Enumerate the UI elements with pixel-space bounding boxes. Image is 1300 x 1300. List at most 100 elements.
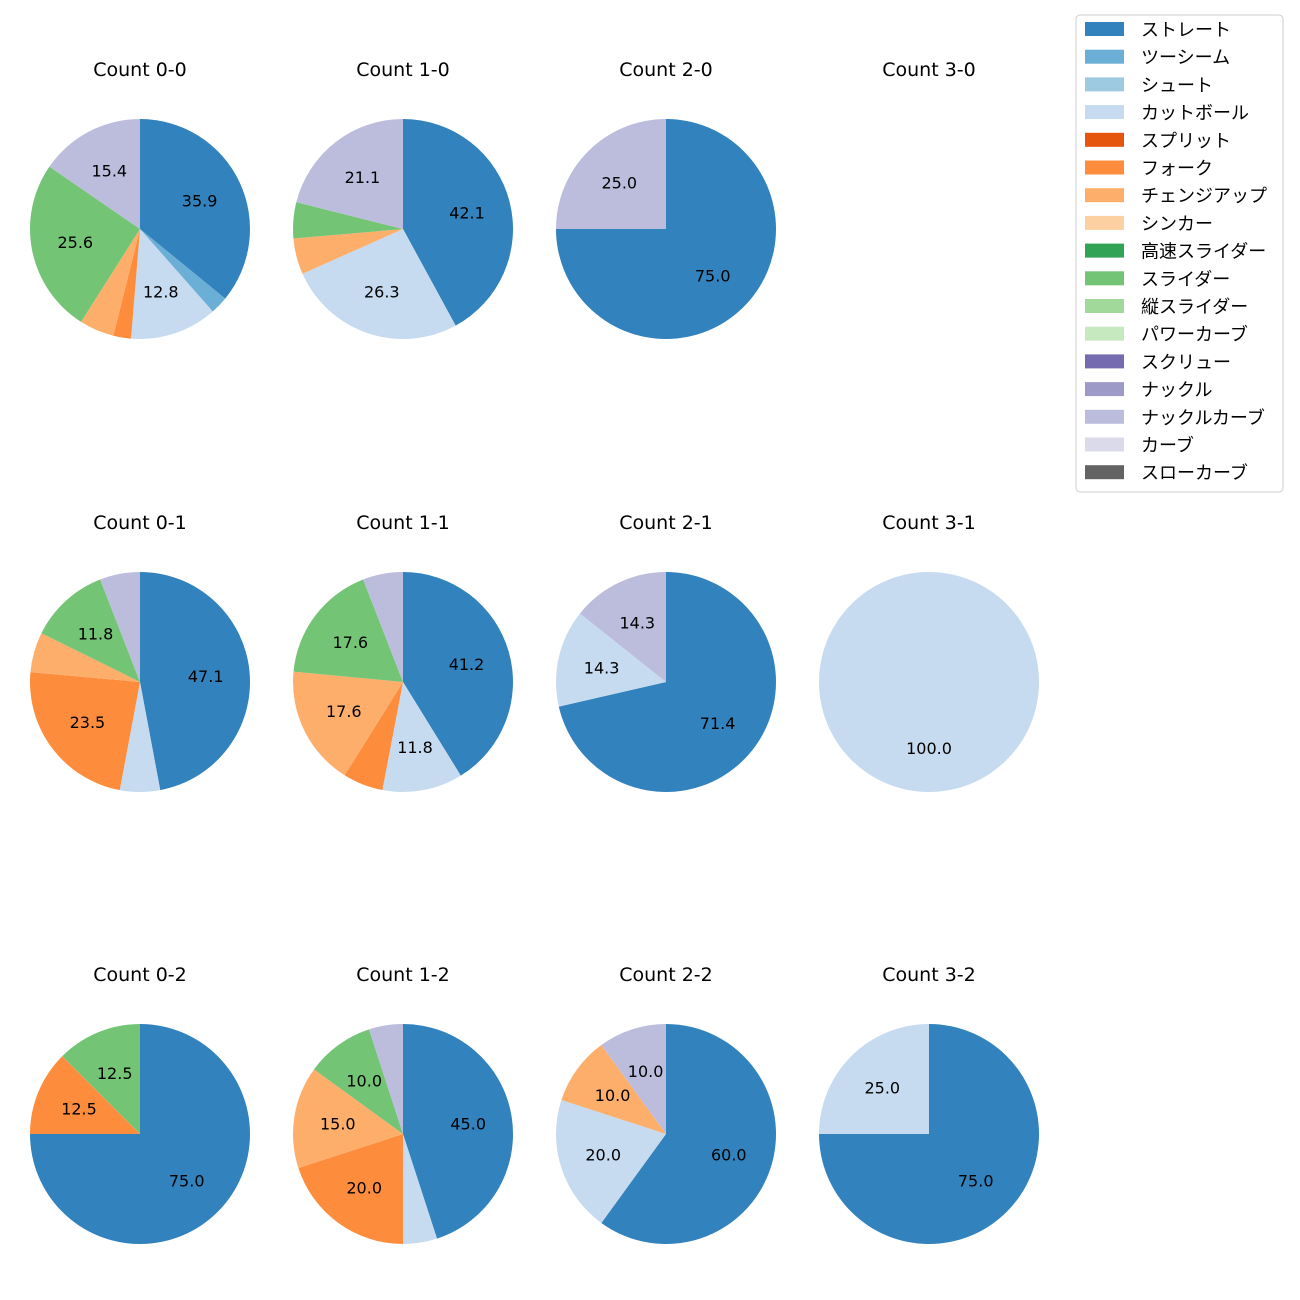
legend-label: スプリット xyxy=(1141,131,1231,152)
slice-label: 20.0 xyxy=(346,1178,382,1197)
pie-slice xyxy=(140,229,226,312)
slice-label: 17.6 xyxy=(332,633,368,652)
pie-title: Count 3-1 xyxy=(882,512,976,534)
pie-panel: Count 3-2 75.0 25.0 xyxy=(819,964,1039,1244)
pie-slice xyxy=(292,202,403,239)
pie-slice xyxy=(403,119,514,326)
pie-slice xyxy=(558,572,776,792)
pie-slice xyxy=(403,1134,437,1244)
pie-slice xyxy=(363,572,403,682)
legend-label: シュート xyxy=(1141,75,1213,96)
pie-slice xyxy=(119,682,161,792)
slice-label: 11.8 xyxy=(397,738,433,757)
legend-label: スローカーブ xyxy=(1141,462,1248,484)
slice-label: 14.3 xyxy=(619,614,655,633)
pie-slice xyxy=(81,229,140,336)
pie-slice xyxy=(100,572,140,682)
pie-panel: Count 0-1 47.1 23.5 11.8 xyxy=(29,512,250,792)
legend-label: 高速スライダー xyxy=(1141,242,1266,263)
pie-slice xyxy=(131,229,213,339)
pie-panels: Count 0-0 35.9 12.8 25.6 15.4 Count 1-0 42.1 26… xyxy=(29,59,1039,1244)
pie-slice xyxy=(555,1100,666,1223)
pie-panel: Count 1-2 45.0 20.0 15.0 10.0 xyxy=(292,964,514,1244)
legend-label: カットボール xyxy=(1141,103,1249,124)
legend-label: フォーク xyxy=(1141,159,1213,180)
legend-label: ナックルカーブ xyxy=(1141,407,1265,429)
legend-swatch xyxy=(1085,160,1124,175)
slice-label: 26.3 xyxy=(364,283,400,302)
pie-slice xyxy=(298,1134,403,1244)
pie-slice xyxy=(41,579,140,682)
pie-slice xyxy=(601,1023,666,1134)
legend-swatch xyxy=(1085,465,1124,480)
pie-slice xyxy=(29,672,140,791)
slice-label: 15.4 xyxy=(91,162,127,181)
pie-slice xyxy=(556,119,666,229)
legend-swatch xyxy=(1085,188,1124,203)
pie-panel: Count 3-0 xyxy=(882,59,976,81)
pie-slice xyxy=(561,1045,666,1134)
pie-title: Count 0-2 xyxy=(93,964,187,986)
pie-title: Count 1-1 xyxy=(356,512,450,534)
legend-swatch xyxy=(1085,77,1124,92)
slice-label: 10.0 xyxy=(346,1072,382,1091)
slice-label: 14.3 xyxy=(584,658,620,677)
pie-slice xyxy=(819,1024,929,1134)
pie-slice xyxy=(113,229,140,339)
pie-slice xyxy=(292,1069,403,1168)
legend-label: 縦スライダー xyxy=(1141,297,1248,318)
legend-swatch xyxy=(1085,382,1124,397)
legend-label: スクリュー xyxy=(1141,352,1231,373)
legend-label: チェンジアップ xyxy=(1141,186,1267,207)
slice-label: 11.8 xyxy=(78,624,114,643)
pie-slice xyxy=(601,1024,776,1244)
pie-slice xyxy=(140,572,250,791)
legend-swatch xyxy=(1085,437,1124,452)
slice-label: 12.5 xyxy=(97,1064,133,1083)
slice-label: 71.4 xyxy=(700,714,736,733)
legend-swatch xyxy=(1085,326,1124,341)
pie-slice xyxy=(369,1024,403,1134)
pie-title: Count 2-2 xyxy=(619,964,713,986)
pie-title: Count 3-2 xyxy=(882,964,976,986)
pie-title: Count 0-1 xyxy=(93,512,187,534)
pie-slice xyxy=(293,579,403,682)
pie-slice xyxy=(555,613,666,707)
slice-label: 10.0 xyxy=(628,1062,664,1081)
pie-slice xyxy=(579,572,666,682)
pie-slice xyxy=(62,1024,140,1134)
legend-swatch xyxy=(1085,215,1124,230)
pie-title: Count 1-2 xyxy=(356,964,450,986)
slice-label: 21.1 xyxy=(345,168,381,187)
slice-label: 17.6 xyxy=(326,702,362,721)
slice-label: 35.9 xyxy=(182,192,218,211)
slice-label: 75.0 xyxy=(695,267,731,286)
legend-swatch xyxy=(1085,354,1124,369)
pie-slice xyxy=(30,633,140,682)
pie-title: Count 1-0 xyxy=(356,59,450,81)
pie-title: Count 0-0 xyxy=(93,59,187,81)
slice-label: 25.0 xyxy=(601,173,637,192)
pie-panel: Count 2-2 60.0 20.0 10.0 10.0 xyxy=(555,964,776,1244)
pie-slice xyxy=(302,229,456,340)
legend-swatch xyxy=(1085,132,1124,147)
pie-slice xyxy=(382,682,461,792)
pie-slice xyxy=(49,118,140,229)
slice-label: 25.6 xyxy=(57,233,93,252)
legend-swatch xyxy=(1085,22,1124,36)
slice-label: 47.1 xyxy=(188,667,224,686)
pie-panel: Count 0-2 75.0 12.512.5 xyxy=(30,964,250,1244)
legend-swatch xyxy=(1085,409,1124,424)
slice-label: 100.0 xyxy=(906,739,952,758)
legend-label: ストレート xyxy=(1141,20,1231,41)
pie-slice xyxy=(403,1024,514,1239)
legend-frame xyxy=(1075,14,1284,493)
pie-slice xyxy=(29,166,141,322)
slice-label: 42.1 xyxy=(449,204,485,223)
pie-slice xyxy=(403,572,514,776)
slice-label: 60.0 xyxy=(711,1145,747,1164)
pie-slice xyxy=(140,119,251,299)
legend-label: パワーカーブ xyxy=(1141,324,1248,346)
pie-panel: Count 2-0 75.0 25.0 xyxy=(556,59,776,339)
slice-label: 20.0 xyxy=(585,1145,621,1164)
